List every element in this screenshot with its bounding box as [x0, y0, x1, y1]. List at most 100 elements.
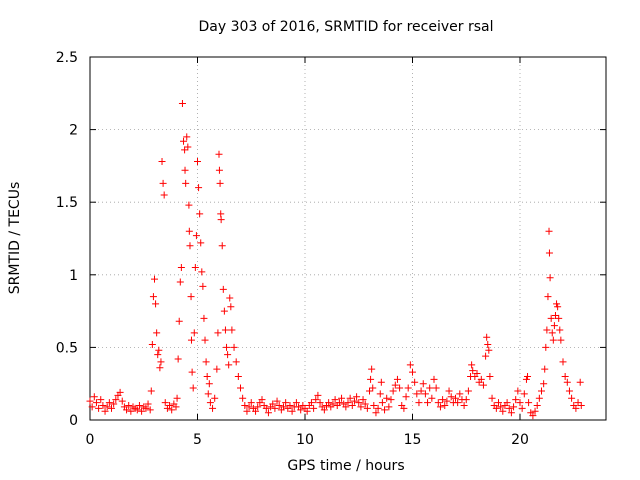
data-point [484, 340, 492, 348]
data-point [213, 365, 221, 373]
axis-ticks [89, 56, 606, 421]
data-point [103, 403, 111, 411]
data-point [387, 396, 395, 404]
data-point [436, 403, 444, 411]
data-point [514, 387, 522, 395]
data-point [372, 409, 380, 417]
data-point [561, 372, 569, 380]
data-point [307, 399, 315, 407]
data-point [108, 404, 115, 412]
data-point [88, 403, 96, 411]
data-point [230, 343, 238, 351]
data-point [516, 399, 524, 407]
data-point [288, 407, 296, 415]
data-point [157, 358, 165, 366]
data-point [434, 399, 442, 407]
data-point [258, 396, 266, 404]
data-point [189, 384, 197, 392]
data-point [559, 358, 567, 366]
data-point [381, 406, 389, 414]
data-point [409, 368, 416, 376]
data-point [563, 378, 571, 386]
data-point [144, 400, 152, 408]
data-point [223, 343, 231, 351]
data-point [542, 343, 550, 351]
data-point [350, 397, 358, 405]
data-point [357, 403, 365, 411]
data-point [198, 268, 206, 276]
data-point [156, 364, 164, 372]
data-point [413, 390, 421, 398]
data-point [568, 394, 576, 402]
data-point [460, 401, 468, 409]
data-point [488, 394, 496, 402]
data-point [359, 396, 367, 404]
data-point [181, 166, 189, 174]
data-point [218, 242, 226, 250]
data-point [576, 378, 584, 386]
x-axis-label: GPS time / hours [287, 458, 404, 474]
data-point [228, 326, 236, 334]
data-point [376, 390, 384, 398]
data-point [419, 380, 427, 388]
data-point [217, 216, 225, 224]
data-point [366, 387, 373, 395]
data-point [374, 404, 382, 412]
x-tick-label: 0 [86, 432, 95, 448]
data-point [400, 404, 408, 412]
data-point [548, 329, 556, 337]
data-point [194, 158, 201, 166]
plot-frame [89, 56, 607, 421]
data-point [555, 314, 563, 322]
data-point [361, 400, 369, 408]
data-point [201, 336, 209, 344]
grid-lines [90, 57, 606, 420]
data-point [522, 375, 530, 383]
data-point [557, 336, 565, 344]
data-point [550, 322, 558, 330]
data-point [454, 399, 462, 407]
data-point [468, 361, 476, 369]
data-point [227, 303, 235, 311]
data-point [199, 282, 207, 290]
data-point [226, 294, 234, 302]
data-point [286, 401, 294, 409]
data-point [441, 401, 449, 409]
data-point [368, 365, 376, 373]
data-point [547, 314, 555, 322]
data-point [123, 406, 131, 414]
data-point [237, 384, 244, 392]
data-point [389, 387, 397, 395]
data-point [92, 399, 100, 407]
data-point [377, 378, 385, 386]
data-point [312, 396, 320, 404]
data-point [320, 406, 328, 414]
data-point [225, 361, 233, 369]
data-point [546, 274, 554, 282]
data-point [216, 179, 224, 187]
data-point [551, 311, 559, 319]
data-point [151, 275, 158, 283]
data-point [224, 351, 232, 359]
data-point [220, 307, 228, 315]
data-point [497, 403, 505, 411]
y-tick-label: 0.5 [56, 340, 78, 356]
data-point [331, 396, 339, 404]
data-point [168, 406, 176, 414]
data-point [353, 393, 361, 401]
data-point [158, 158, 166, 166]
data-point [492, 404, 500, 412]
data-point [184, 143, 192, 151]
data-point [329, 400, 337, 408]
data-point [574, 399, 582, 407]
data-point [524, 372, 532, 380]
data-point [535, 394, 543, 402]
data-point [503, 399, 511, 407]
data-point [166, 401, 174, 409]
data-point [452, 394, 459, 402]
data-point [149, 293, 157, 301]
data-points [86, 99, 585, 420]
y-tick-label: 2 [69, 123, 78, 139]
data-point [348, 401, 356, 409]
x-tick-label: 20 [511, 432, 529, 448]
